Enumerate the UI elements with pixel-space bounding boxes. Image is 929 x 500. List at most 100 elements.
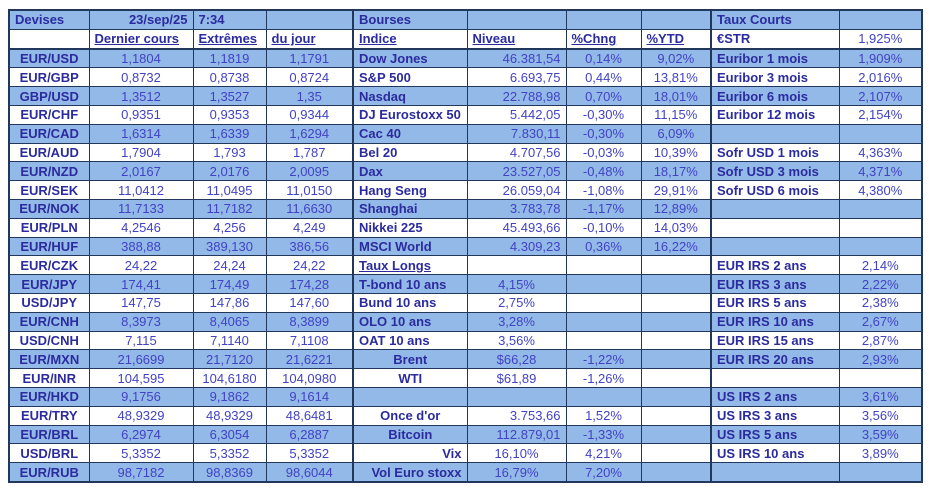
currency-pair: EUR/BRL: [8, 424, 90, 445]
rate-name: EUR IRS 15 ans: [710, 330, 840, 351]
empty-cell: [565, 292, 642, 313]
index-level: 26.059,04: [466, 180, 567, 200]
last-price: 24,22: [88, 255, 194, 276]
empty-cell: [640, 9, 712, 30]
table-row: EUR/CHF 0,9351 0,9353 0,9344 DJ Eurostoxx 50…: [8, 104, 923, 125]
last-price: 1,7904: [88, 142, 194, 163]
currency-pair: EUR/CHF: [8, 104, 90, 125]
empty-cell: [466, 255, 567, 276]
rate-value: 3,89%: [838, 443, 923, 464]
index-name: WTI: [352, 368, 468, 388]
index-level: $66,28: [466, 349, 567, 370]
day-high: Extrêmes: [192, 28, 267, 50]
rate-value: 2,93%: [838, 349, 923, 370]
index-level: 6.693,75: [466, 67, 567, 88]
rate-value: 2,016%: [838, 67, 923, 88]
day-high: 11,7182: [192, 198, 267, 219]
empty-cell: [640, 443, 712, 464]
day-low: 147,60: [265, 292, 354, 313]
day-low: 1,787: [265, 142, 354, 163]
day-low: 8,3899: [265, 311, 354, 332]
currency-pair: EUR/AUD: [8, 142, 90, 163]
index-name: Vix: [352, 443, 468, 464]
index-name: Once d'or: [352, 405, 468, 426]
day-low: du jour: [265, 28, 354, 50]
rate-value: 2,38%: [838, 292, 923, 313]
index-name: Bitcoin: [352, 424, 468, 445]
day-low: 7,1108: [265, 330, 354, 351]
table-row: EUR/GBP 0,8732 0,8738 0,8724 S&P 500 6.693,75…: [8, 67, 923, 88]
empty-cell: [565, 330, 642, 351]
last-price: 6,2974: [88, 424, 194, 445]
index-name: Dax: [352, 161, 468, 182]
index-level: 46.381,54: [466, 48, 567, 69]
currency-pair: EUR/USD: [8, 48, 90, 69]
pct-change: %Chng: [565, 28, 642, 50]
pct-ytd: 11,15%: [640, 104, 712, 125]
rate-value: 2,67%: [838, 311, 923, 332]
rate-name: EUR IRS 5 ans: [710, 292, 840, 313]
last-price: 9,1756: [88, 386, 194, 407]
day-high: 9,1862: [192, 386, 267, 407]
currency-pair: EUR/NZD: [8, 161, 90, 182]
index-level: 22.788,98: [466, 86, 567, 106]
currency-pair: EUR/JPY: [8, 274, 90, 294]
last-price: 4,2546: [88, 217, 194, 238]
day-high: 5,3352: [192, 443, 267, 464]
day-high: 2,0176: [192, 161, 267, 182]
last-price: 388,88: [88, 236, 194, 257]
table-row: EUR/CZK 24,22 24,24 24,22 Taux Longs EUR IRS …: [8, 255, 923, 276]
last-price: 1,6314: [88, 123, 194, 144]
table-row: USD/BRL 5,3352 5,3352 5,3352 Vix 16,10% 4,21% U…: [8, 443, 923, 464]
index-name: Brent: [352, 349, 468, 370]
index-name: Nikkei 225: [352, 217, 468, 238]
last-price: 0,9351: [88, 104, 194, 125]
day-low: 98,6044: [265, 462, 354, 483]
index-name: Bel 20: [352, 142, 468, 163]
empty-cell: [710, 462, 840, 483]
index-level: 23.527,05: [466, 161, 567, 182]
rate-name: US IRS 2 ans: [710, 386, 840, 407]
index-level: 7.830,11: [466, 123, 567, 144]
table-row: EUR/HUF 388,88 389,130 386,56 MSCI World 4.30…: [8, 236, 923, 257]
rate-name: Euribor 12 mois: [710, 104, 840, 125]
currency-pair: EUR/INR: [8, 368, 90, 388]
rate-value: 4,371%: [838, 161, 923, 182]
day-high: 1,6339: [192, 123, 267, 144]
day-high: 147,86: [192, 292, 267, 313]
index-name: Cac 40: [352, 123, 468, 144]
rate-value: 2,154%: [838, 104, 923, 125]
pct-ytd: 29,91%: [640, 180, 712, 200]
day-high: 4,256: [192, 217, 267, 238]
rate-value: 2,22%: [838, 274, 923, 294]
day-low: 24,22: [265, 255, 354, 276]
rate-value: 2,87%: [838, 330, 923, 351]
rate-name: Sofr USD 1 mois: [710, 142, 840, 163]
pct-ytd: 13,81%: [640, 67, 712, 88]
pct-change: -1,17%: [565, 198, 642, 219]
table-row: USD/CNH 7,115 7,1140 7,1108 OAT 10 ans 3,56% E…: [8, 330, 923, 351]
table-row: GBP/USD 1,3512 1,3527 1,35 Nasdaq 22.788,98 0,…: [8, 86, 923, 106]
table-row: EUR/NZD 2,0167 2,0176 2,0095 Dax 23.527,05 -0,…: [8, 161, 923, 182]
index-name: Indice: [352, 28, 468, 50]
day-low: 1,6294: [265, 123, 354, 144]
currency-pair: EUR/GBP: [8, 67, 90, 88]
last-price: 7,115: [88, 330, 194, 351]
index-level: 4,15%: [466, 274, 567, 294]
pct-change: -0,10%: [565, 217, 642, 238]
pct-change: -0,30%: [565, 123, 642, 144]
empty-cell: [640, 368, 712, 388]
table-row: EUR/AUD 1,7904 1,793 1,787 Bel 20 4.707,56 -0,…: [8, 142, 923, 163]
rate-value: 2,14%: [838, 255, 923, 276]
rate-name: €STR: [710, 28, 840, 50]
pct-ytd: 10,39%: [640, 142, 712, 163]
day-high: 11,0495: [192, 180, 267, 200]
pct-change: -0,48%: [565, 161, 642, 182]
day-low: 174,28: [265, 274, 354, 294]
last-price: 23/sep/25: [88, 9, 194, 30]
pct-ytd: 9,02%: [640, 48, 712, 69]
index-name: Bourses: [352, 9, 468, 30]
table-row: EUR/BRL 6,2974 6,3054 6,2887 Bitcoin 112.879,…: [8, 424, 923, 445]
currency-pair: USD/BRL: [8, 443, 90, 464]
table-row: EUR/INR 104,595 104,6180 104,0980 WTI $61,89-…: [8, 368, 923, 388]
